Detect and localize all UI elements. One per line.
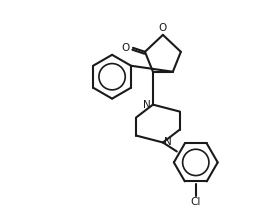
Text: O: O (159, 23, 167, 33)
Text: O: O (122, 43, 130, 53)
Text: Cl: Cl (191, 197, 201, 207)
Text: N: N (143, 100, 151, 110)
Text: N: N (164, 138, 172, 147)
